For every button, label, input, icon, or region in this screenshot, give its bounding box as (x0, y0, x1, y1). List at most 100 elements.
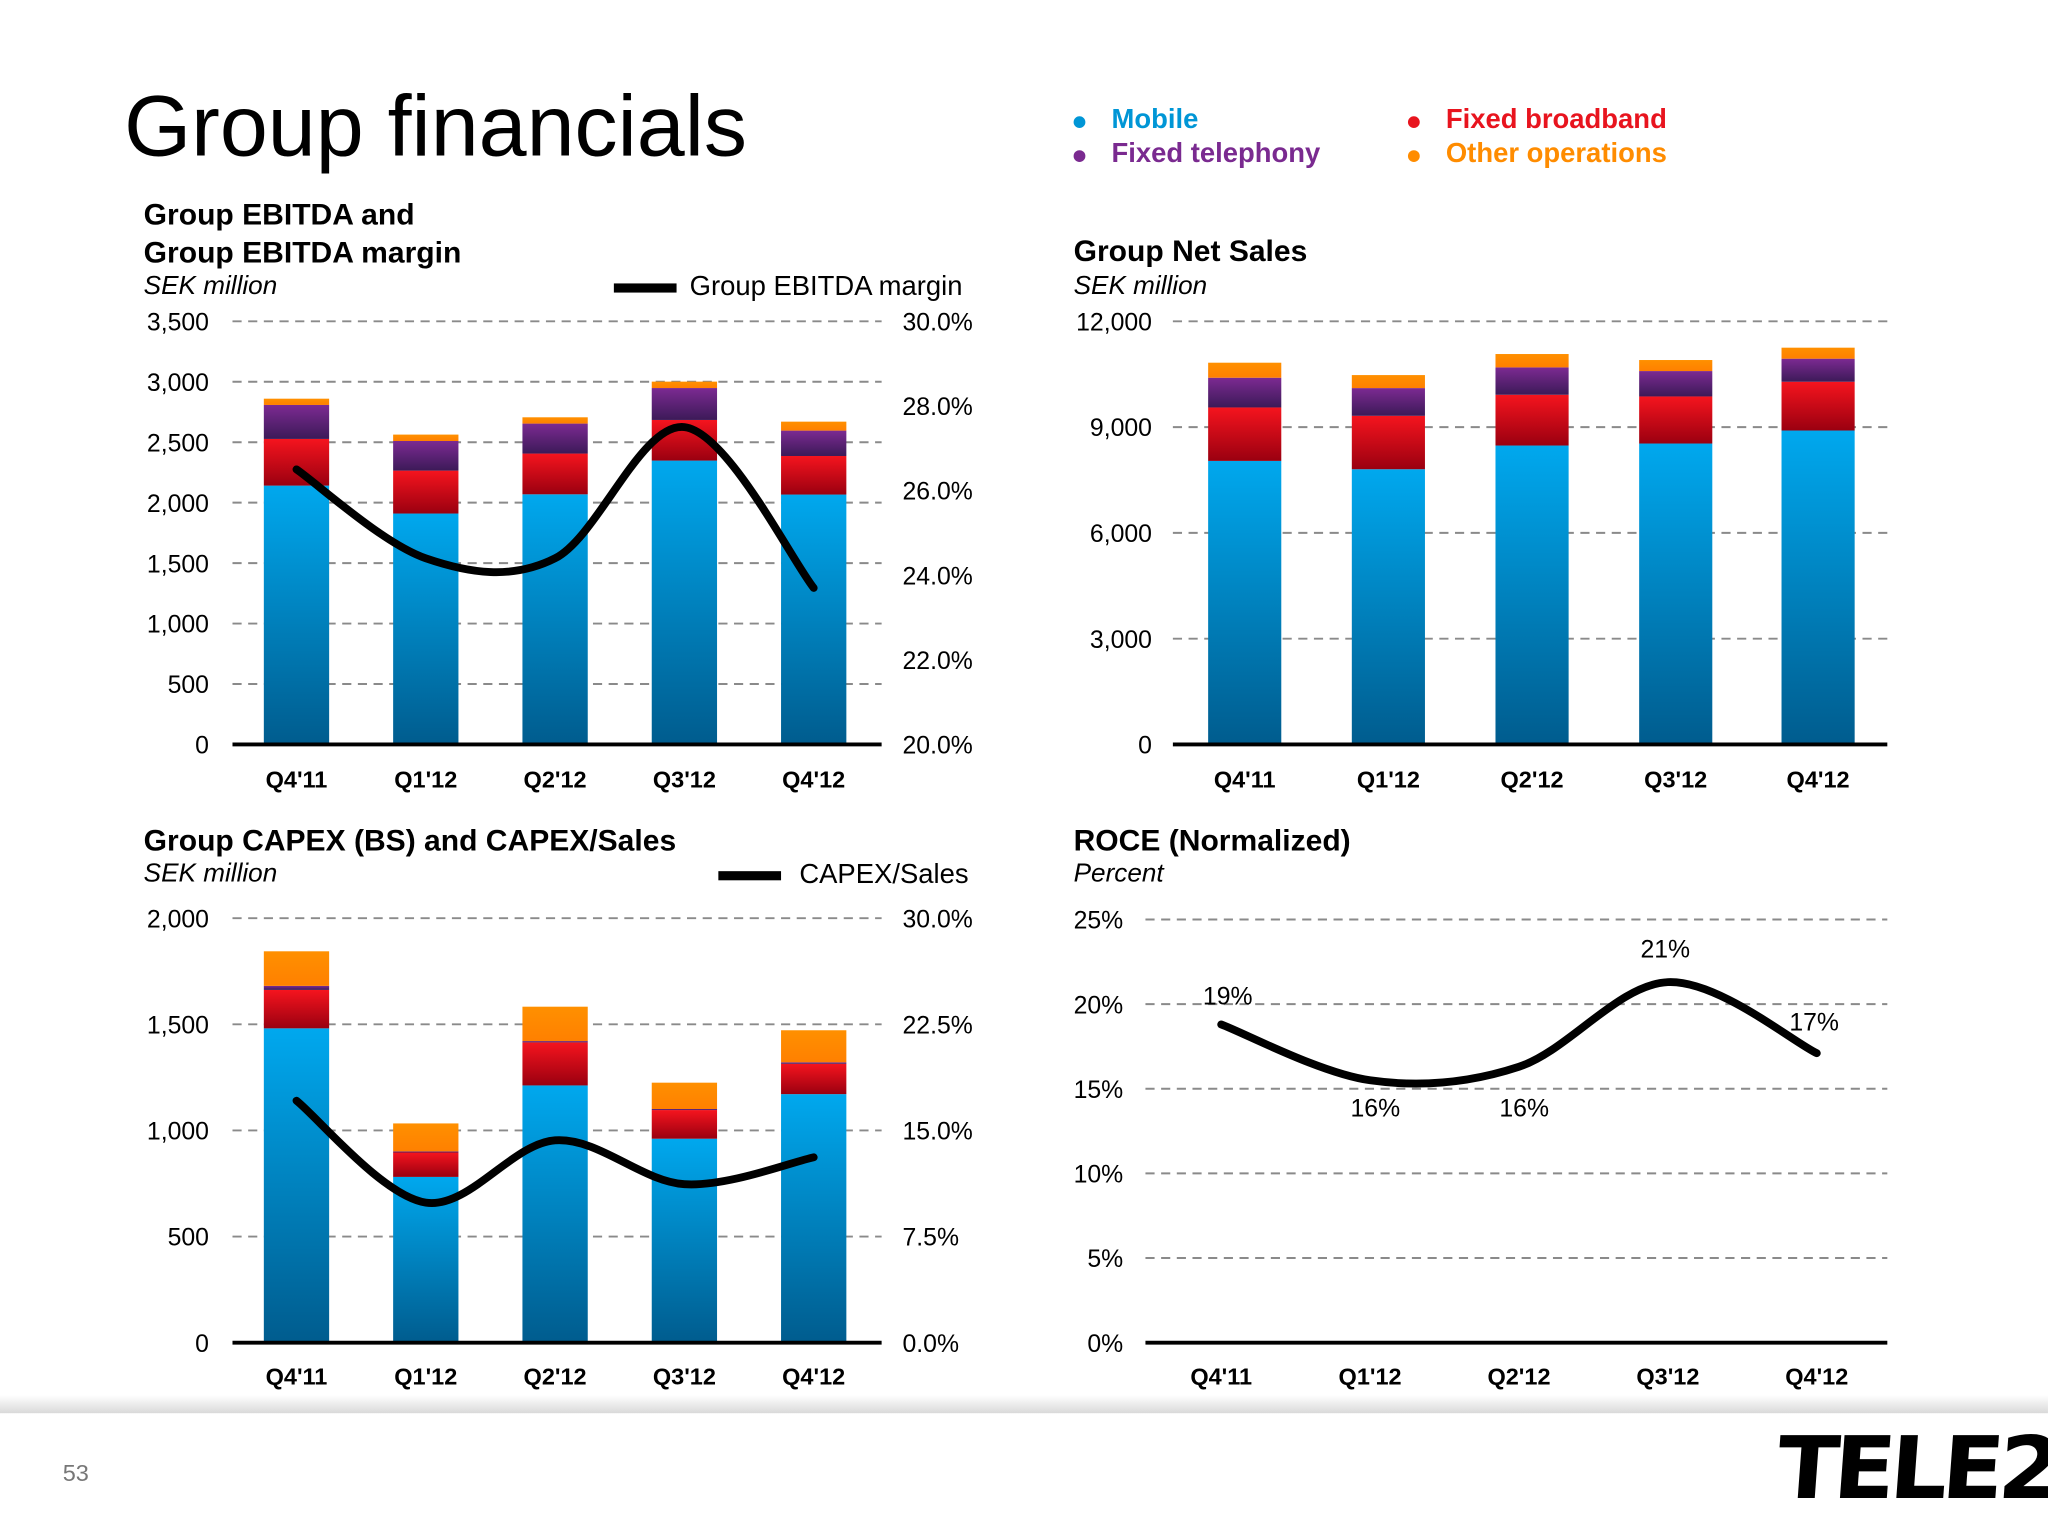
roce-line-series (1217, 978, 1821, 1088)
capex-bar-fixed-telephony (263, 985, 330, 990)
ebitda-bar-other-operations (263, 398, 330, 405)
legend-dot-fixed-telephony (1073, 150, 1086, 162)
sales-bar-fixed-broadband (1781, 381, 1855, 431)
capex-bar-fixed-broadband (651, 1110, 718, 1139)
capex-y2-tick-label: 0.0% (903, 1331, 960, 1358)
sales-unit-label: SEK million (1073, 271, 1208, 301)
ebitda-x-tick-label: Q2'12 (524, 767, 587, 793)
capex-x-tick-label: Q1'12 (394, 1363, 457, 1389)
capex-sales-legend-label: CAPEX/Sales (799, 859, 969, 890)
roce-y-tick-label: 0% (1087, 1331, 1123, 1358)
sales-bar-fixed-telephony (1781, 358, 1855, 382)
roce-x-tick-label: Q4'11 (1190, 1363, 1252, 1389)
ebitda-bar-fixed-telephony (781, 430, 847, 456)
ebitda-bar-mobile (522, 494, 588, 745)
ebitda-bar-other-operations (522, 417, 588, 424)
sales-bar-mobile (1781, 430, 1855, 745)
capex-bar-other-operations (781, 1030, 847, 1063)
sales-bar-fixed-telephony (1351, 388, 1425, 416)
capex-bar-fixed-telephony (393, 1151, 459, 1153)
ebitda-y-tick-label: 3,000 (147, 370, 209, 397)
capex-y2-tick-label: 30.0% (903, 906, 973, 933)
ebitda-margin-legend-label: Group EBITDA margin (689, 271, 963, 302)
page-number: 53 (62, 1460, 89, 1487)
sales-bar-mobile (1351, 469, 1425, 745)
roce-y-tick-label: 25% (1074, 908, 1124, 935)
capex-bar-other-operations (393, 1123, 459, 1152)
ebitda-bar-mobile (651, 460, 718, 745)
sales-bar-other-operations (1639, 360, 1713, 372)
legend-label-fixed-broadband: Fixed broadband (1445, 104, 1667, 135)
roce-x-tick-label: Q1'12 (1339, 1363, 1402, 1389)
sales-bar-fixed-telephony (1495, 367, 1569, 395)
capex-sales-legend-line (718, 871, 782, 881)
ebitda-y-tick-label: 500 (168, 672, 209, 699)
roce-x-tick-label: Q2'12 (1487, 1363, 1550, 1389)
capex-y-tick-label: 1,000 (147, 1119, 209, 1146)
sales-y-tick-label: 0 (1138, 733, 1152, 760)
capex-y2-tick-label: 15.0% (903, 1119, 973, 1146)
capex-x-tick-label: Q4'11 (266, 1363, 328, 1389)
capex-y-tick-label: 2,000 (147, 906, 209, 933)
capex-y-tick-label: 0 (195, 1331, 209, 1358)
capex-bar-mobile (522, 1085, 588, 1343)
ebitda-y-tick-label: 2,000 (147, 491, 209, 518)
ebitda-y-tick-label: 1,000 (147, 612, 209, 639)
roce-x-tick-label: Q3'12 (1636, 1363, 1699, 1389)
capex-unit-label: SEK million (143, 859, 278, 889)
ebitda-bar-fixed-broadband (781, 455, 847, 495)
ebitda-x-tick-label: Q4'11 (266, 767, 328, 793)
sales-bar-mobile (1639, 443, 1713, 745)
capex-bar-fixed-telephony (651, 1108, 718, 1111)
ebitda-margin-legend-line (613, 283, 677, 293)
legend-dot-fixed-broadband (1407, 116, 1420, 128)
capex-y-tick-label: 1,500 (147, 1012, 209, 1039)
sales-bar-other-operations (1351, 375, 1425, 389)
capex-bar-mobile (263, 1028, 330, 1343)
page-title: Group financials (124, 77, 747, 174)
ebitda-line-series (292, 423, 818, 592)
ebitda-bar-fixed-telephony (393, 440, 459, 471)
capex-y-tick-label: 500 (168, 1225, 209, 1252)
legend-label-other-operations: Other operations (1445, 138, 1667, 169)
sales-bar-other-operations (1495, 354, 1569, 368)
roce-y-tick-label: 5% (1087, 1246, 1123, 1273)
roce-y-tick-label: 20% (1074, 992, 1124, 1019)
sales-x-tick-label: Q4'12 (1787, 767, 1850, 793)
ebitda-unit-label: SEK million (143, 271, 278, 301)
tele2-logo: TELE2 (1773, 1418, 2048, 1519)
ebitda-bar-fixed-telephony (651, 388, 718, 420)
ebitda-x-tick-label: Q4'12 (782, 767, 845, 793)
ebitda-x-tick-label: Q3'12 (653, 767, 716, 793)
sales-bar-fixed-broadband (1351, 415, 1425, 470)
sales-bar-fixed-broadband (1208, 407, 1282, 461)
footer-band (0, 1394, 2048, 1414)
capex-bar-fixed-broadband (263, 989, 330, 1029)
capex-bar-other-operations (263, 951, 330, 986)
ebitda-bar-fixed-broadband (522, 453, 588, 495)
sales-bar-mobile (1208, 460, 1282, 745)
ebitda-bar-fixed-telephony (263, 404, 330, 439)
ebitda-y-tick-label: 3,500 (147, 309, 209, 336)
roce-y-tick-label: 10% (1074, 1162, 1124, 1189)
ebitda-bar-mobile (781, 494, 847, 745)
sales-y-tick-label: 6,000 (1090, 521, 1152, 548)
ebitda-y2-tick-label: 28.0% (903, 394, 973, 421)
ebitda-bar-other-operations (781, 421, 847, 431)
sales-chart-title: Group Net Sales (1073, 233, 1308, 268)
roce-x-tick-label: Q4'12 (1785, 1363, 1848, 1389)
roce-unit-label: Percent (1073, 859, 1164, 889)
roce-chart-title: ROCE (Normalized) (1073, 822, 1351, 857)
legend-label-fixed-telephony: Fixed telephony (1111, 138, 1321, 169)
sales-y-tick-label: 3,000 (1090, 627, 1152, 654)
legend-dot-other-operations (1407, 150, 1420, 162)
sales-x-tick-label: Q2'12 (1501, 767, 1564, 793)
sales-x-tick-label: Q3'12 (1644, 767, 1707, 793)
capex-bar-fixed-broadband (781, 1063, 847, 1095)
ebitda-bar-mobile (263, 485, 330, 745)
sales-bar-fixed-telephony (1208, 377, 1282, 408)
ebitda-y-tick-label: 2,500 (147, 430, 209, 457)
legend-dot-mobile (1073, 116, 1086, 128)
